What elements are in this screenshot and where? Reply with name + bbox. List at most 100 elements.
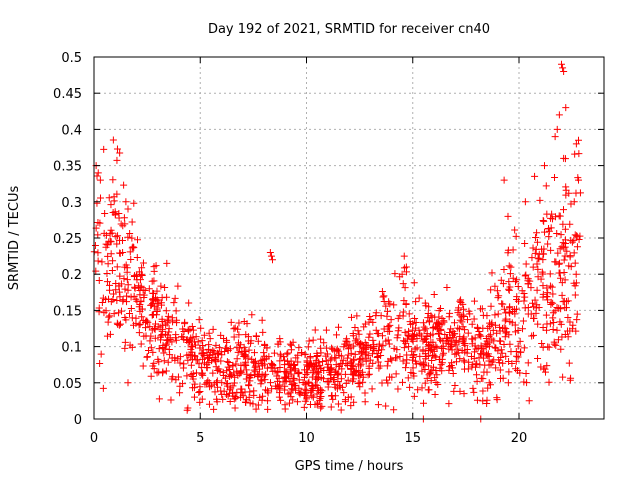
data-point [337, 406, 345, 414]
data-point [231, 393, 239, 401]
data-point [91, 242, 99, 250]
data-point [117, 280, 125, 288]
data-point [502, 315, 510, 323]
data-point [484, 352, 492, 360]
data-point [118, 236, 126, 244]
data-point [311, 326, 319, 334]
data-point [304, 362, 312, 370]
data-point [264, 405, 272, 413]
data-point [447, 361, 455, 369]
data-point [285, 399, 293, 407]
data-point [137, 297, 145, 305]
data-point [198, 370, 206, 378]
grid-lines [94, 57, 604, 419]
data-point [338, 383, 346, 391]
data-point [106, 237, 114, 245]
data-point [509, 274, 517, 282]
data-point [307, 388, 315, 396]
data-point [361, 389, 369, 397]
data-point [572, 270, 580, 278]
data-point [410, 372, 418, 380]
data-point [463, 345, 471, 353]
data-point [535, 304, 543, 312]
data-point [290, 381, 298, 389]
data-point [356, 372, 364, 380]
data-point [495, 359, 503, 367]
data-point [384, 336, 392, 344]
data-point [243, 396, 251, 404]
data-point [488, 335, 496, 343]
data-point [512, 232, 520, 240]
data-point [209, 369, 217, 377]
data-point [127, 305, 135, 313]
data-point [112, 233, 120, 241]
data-point [383, 362, 391, 370]
data-point [113, 240, 121, 248]
data-point [567, 374, 575, 382]
data-point [458, 313, 466, 321]
data-point [539, 217, 547, 225]
data-point [189, 326, 197, 334]
data-point [317, 365, 325, 373]
data-point [335, 362, 343, 370]
data-point [312, 356, 320, 364]
data-point [132, 319, 140, 327]
data-point [572, 140, 580, 148]
data-point [545, 233, 553, 241]
data-point [249, 358, 257, 366]
data-point [568, 238, 576, 246]
data-point [320, 367, 328, 375]
data-point [158, 327, 166, 335]
x-tick-label: 10 [298, 431, 315, 446]
data-point [534, 265, 542, 273]
data-point [317, 393, 325, 401]
data-point [250, 349, 258, 357]
data-point [524, 280, 532, 288]
data-point [281, 386, 289, 394]
data-point [322, 357, 330, 365]
data-point [432, 342, 440, 350]
data-point [480, 368, 488, 376]
data-point [549, 314, 557, 322]
data-point [513, 276, 521, 284]
data-point [509, 246, 517, 254]
data-point [235, 319, 243, 327]
data-point [146, 337, 154, 345]
data-point [260, 349, 268, 357]
data-point [197, 324, 205, 332]
data-point [374, 401, 382, 409]
data-point [506, 309, 514, 317]
data-point [304, 379, 312, 387]
data-point [227, 384, 235, 392]
y-tick-label: 0.4 [61, 123, 82, 138]
data-point [329, 395, 337, 403]
data-point [207, 382, 215, 390]
data-point [345, 345, 353, 353]
data-point [479, 397, 487, 405]
data-point [232, 360, 240, 368]
data-point [415, 294, 423, 302]
data-point [147, 372, 155, 380]
data-point [361, 320, 369, 328]
data-point [514, 283, 522, 291]
data-point [573, 316, 581, 324]
data-point [172, 336, 180, 344]
data-point [385, 340, 393, 348]
data-point [333, 331, 341, 339]
data-point [189, 369, 197, 377]
data-point [435, 319, 443, 327]
data-point [133, 253, 141, 261]
data-point [210, 405, 218, 413]
data-point [330, 376, 338, 384]
data-point [323, 378, 331, 386]
data-point [128, 314, 136, 322]
data-point [369, 359, 377, 367]
data-point [402, 300, 410, 308]
data-point [172, 331, 180, 339]
data-point [446, 363, 454, 371]
data-point [205, 341, 213, 349]
data-point [386, 300, 394, 308]
data-point [344, 351, 352, 359]
data-point [496, 323, 504, 331]
data-point [456, 387, 464, 395]
